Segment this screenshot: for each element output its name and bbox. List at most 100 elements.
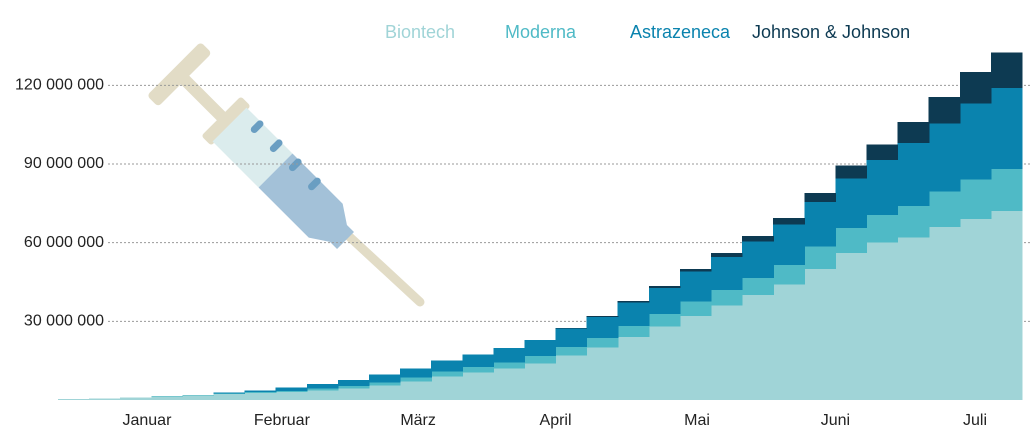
x-tick-label: Juli [963, 412, 987, 429]
area-step [524, 340, 556, 356]
area-step [773, 218, 805, 225]
area-step [929, 192, 961, 227]
legend-entry: Biontech [385, 22, 455, 42]
area-step [587, 348, 619, 400]
area-step [680, 269, 712, 272]
area-step [276, 388, 308, 391]
area-step [182, 395, 214, 400]
area-step [431, 361, 463, 372]
area-step [991, 88, 1023, 169]
area-step [462, 372, 494, 400]
x-tick-label: Januar [122, 412, 172, 429]
area-step [493, 363, 525, 369]
area-step [835, 253, 867, 400]
area-step [898, 237, 930, 400]
legend-entry: Moderna [505, 22, 577, 42]
area-step [276, 392, 308, 400]
area-step [587, 338, 619, 348]
area-step [493, 348, 525, 362]
area-step [556, 328, 588, 329]
area-step [835, 165, 867, 178]
area-step [587, 316, 619, 317]
x-tick-label: Mai [684, 412, 710, 429]
area-step [742, 278, 774, 295]
area-step [369, 382, 401, 385]
area-step [400, 368, 432, 377]
area-step [587, 317, 619, 338]
area-step [680, 272, 712, 302]
area-step [400, 378, 432, 382]
area-step [711, 253, 743, 257]
area-step [835, 228, 867, 253]
legend-entry: Johnson & Johnson [752, 22, 910, 42]
area-step [867, 215, 899, 243]
area-step [804, 269, 836, 400]
area-step [960, 104, 992, 180]
area-step [991, 211, 1023, 400]
area-step [307, 384, 339, 389]
area-step [213, 394, 245, 400]
x-tick-label: Februar [254, 412, 311, 429]
area-step [213, 393, 245, 394]
area-step [307, 389, 339, 391]
area-step [307, 391, 339, 400]
area-step [524, 363, 556, 400]
area-step [120, 397, 152, 400]
area-step [618, 302, 650, 326]
x-tick-label: Juni [821, 412, 850, 429]
area-step [245, 390, 277, 392]
area-step [649, 314, 681, 327]
area-step [369, 375, 401, 383]
area-step [524, 356, 556, 363]
area-step [556, 355, 588, 400]
area-step [835, 178, 867, 228]
y-tick-label: 30 000 000 [24, 313, 104, 330]
area-step [929, 97, 961, 123]
area-step [742, 241, 774, 278]
area-step [58, 399, 90, 400]
area-step [462, 355, 494, 368]
area-step [929, 123, 961, 191]
syringe-icon [147, 42, 420, 302]
y-tick-label: 120 000 000 [15, 77, 104, 94]
area-step [898, 122, 930, 143]
area-step [991, 169, 1023, 211]
area-step [960, 72, 992, 103]
area-step [493, 369, 525, 400]
y-tick-label: 90 000 000 [24, 155, 104, 172]
area-step [400, 382, 432, 400]
area-step [773, 285, 805, 400]
area-step [929, 227, 961, 400]
area-step [711, 306, 743, 400]
area-step [711, 257, 743, 290]
area-step [960, 180, 992, 219]
area-step [867, 243, 899, 400]
chart: 30 000 000 60 000 000 90 000 000 120 000 00… [0, 0, 1030, 433]
area-step [649, 288, 681, 314]
area-step [867, 160, 899, 215]
area-step [991, 53, 1023, 88]
area-step [431, 376, 463, 400]
area-step [338, 380, 370, 386]
x-tick-label: März [400, 412, 436, 429]
area-step [773, 224, 805, 265]
area-step [369, 386, 401, 400]
area-step [556, 347, 588, 355]
area-step [898, 143, 930, 206]
area-step [338, 386, 370, 388]
legend-entry: Astrazeneca [630, 22, 731, 42]
area-step [151, 396, 183, 400]
area-step [649, 286, 681, 288]
area-step [431, 372, 463, 377]
x-tick-label: April [540, 412, 572, 429]
area-step [618, 326, 650, 337]
area-step [680, 316, 712, 400]
legend: Biontech Moderna Astrazeneca Johnson & John… [385, 22, 910, 42]
area-step [245, 392, 277, 393]
area-step [898, 206, 930, 237]
area-step [462, 367, 494, 372]
area-step [556, 329, 588, 347]
y-tick-label: 60 000 000 [24, 234, 104, 251]
area-step [867, 144, 899, 160]
area-step [711, 290, 743, 306]
